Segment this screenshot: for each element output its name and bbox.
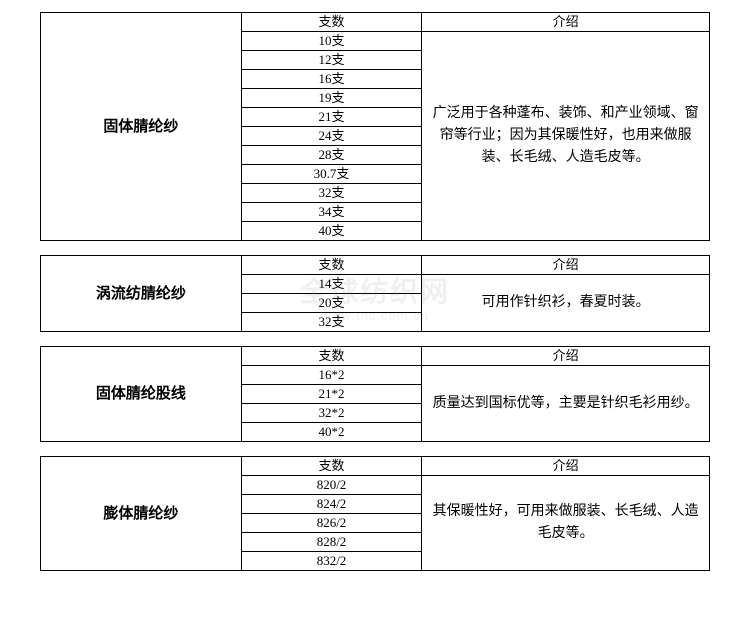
product-table: 膨体腈纶纱支数介绍820/2其保暖性好，可用来做服装、长毛绒、人造毛皮等。824… — [40, 456, 710, 571]
spec-cell: 16支 — [241, 70, 422, 89]
spec-cell: 826/2 — [241, 514, 422, 533]
description-cell: 广泛用于各种蓬布、装饰、和产业领域、窗帘等行业；因为其保暖性好，也用来做服装、长… — [422, 32, 710, 241]
spec-cell: 10支 — [241, 32, 422, 51]
col-header-intro: 介绍 — [422, 13, 710, 32]
spec-cell: 16*2 — [241, 366, 422, 385]
spec-cell: 20支 — [241, 294, 422, 313]
tables-container: 固体腈纶纱支数介绍10支广泛用于各种蓬布、装饰、和产业领域、窗帘等行业；因为其保… — [40, 12, 710, 571]
spec-cell: 32支 — [241, 313, 422, 332]
spec-cell: 832/2 — [241, 552, 422, 571]
product-name: 膨体腈纶纱 — [41, 457, 242, 571]
description-cell: 其保暖性好，可用来做服装、长毛绒、人造毛皮等。 — [422, 476, 710, 571]
spec-cell: 828/2 — [241, 533, 422, 552]
product-name: 涡流纺腈纶纱 — [41, 256, 242, 332]
description-cell: 质量达到国标优等，主要是针织毛衫用纱。 — [422, 366, 710, 442]
product-name: 固体腈纶纱 — [41, 13, 242, 241]
spec-cell: 40支 — [241, 222, 422, 241]
col-header-spec: 支数 — [241, 457, 422, 476]
product-table: 固体腈纶股线支数介绍16*2质量达到国标优等，主要是针织毛衫用纱。21*232*… — [40, 346, 710, 442]
spec-cell: 34支 — [241, 203, 422, 222]
product-table: 涡流纺腈纶纱支数介绍14支可用作针织衫，春夏时装。20支32支 — [40, 255, 710, 332]
col-header-spec: 支数 — [241, 13, 422, 32]
product-name: 固体腈纶股线 — [41, 347, 242, 442]
spec-cell: 32支 — [241, 184, 422, 203]
spec-cell: 24支 — [241, 127, 422, 146]
col-header-spec: 支数 — [241, 256, 422, 275]
spec-cell: 28支 — [241, 146, 422, 165]
spec-cell: 40*2 — [241, 423, 422, 442]
spec-cell: 30.7支 — [241, 165, 422, 184]
col-header-intro: 介绍 — [422, 457, 710, 476]
col-header-spec: 支数 — [241, 347, 422, 366]
col-header-intro: 介绍 — [422, 256, 710, 275]
col-header-intro: 介绍 — [422, 347, 710, 366]
spec-cell: 19支 — [241, 89, 422, 108]
spec-cell: 14支 — [241, 275, 422, 294]
spec-cell: 824/2 — [241, 495, 422, 514]
spec-cell: 12支 — [241, 51, 422, 70]
spec-cell: 32*2 — [241, 404, 422, 423]
spec-cell: 21支 — [241, 108, 422, 127]
description-cell: 可用作针织衫，春夏时装。 — [422, 275, 710, 332]
product-table: 固体腈纶纱支数介绍10支广泛用于各种蓬布、装饰、和产业领域、窗帘等行业；因为其保… — [40, 12, 710, 241]
spec-cell: 820/2 — [241, 476, 422, 495]
spec-cell: 21*2 — [241, 385, 422, 404]
